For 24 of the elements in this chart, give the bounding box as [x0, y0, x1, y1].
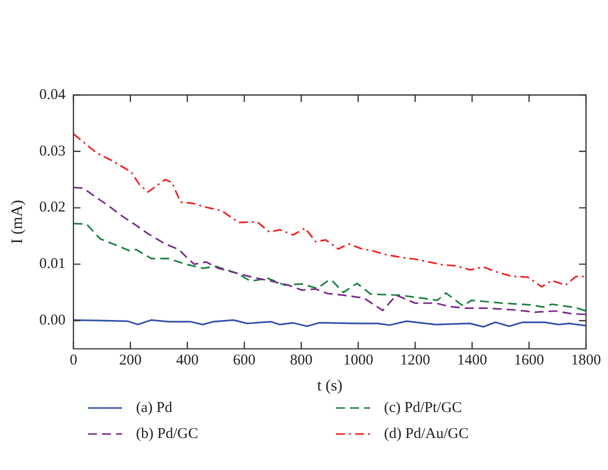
x-tick-label: 1600: [514, 352, 544, 369]
x-tick-label: 600: [233, 352, 256, 369]
x-tick-label: 200: [119, 352, 142, 369]
line-series: [73, 186, 586, 316]
x-tick-label: 1200: [400, 352, 430, 369]
x-tick-label: 0: [70, 352, 78, 369]
line-series: [73, 133, 586, 288]
y-axis-title: I (mA): [8, 200, 26, 244]
x-tick-label: 800: [290, 352, 312, 369]
x-tick-label: 1000: [343, 352, 374, 369]
y-tick-label: 0.04: [39, 86, 66, 103]
y-tick-label: 0.02: [39, 200, 66, 216]
x-tick-label: 1800: [571, 352, 601, 369]
x-tick-label: 1400: [457, 352, 488, 369]
legend-label: (c) Pd/Pt/GC: [384, 400, 462, 416]
legend-label: (a) Pd: [136, 400, 173, 416]
legend-label: (d) Pd/Au/GC: [384, 426, 469, 442]
x-axis-title: t (s): [317, 378, 342, 395]
line-series: [73, 222, 586, 312]
y-tick-label: 0.03: [39, 143, 66, 160]
y-tick-label: 0.01: [39, 256, 66, 272]
x-tick-label: 400: [176, 352, 199, 369]
y-tick-label: 0.00: [39, 312, 66, 329]
legend-label: (b) Pd/GC: [136, 426, 198, 442]
